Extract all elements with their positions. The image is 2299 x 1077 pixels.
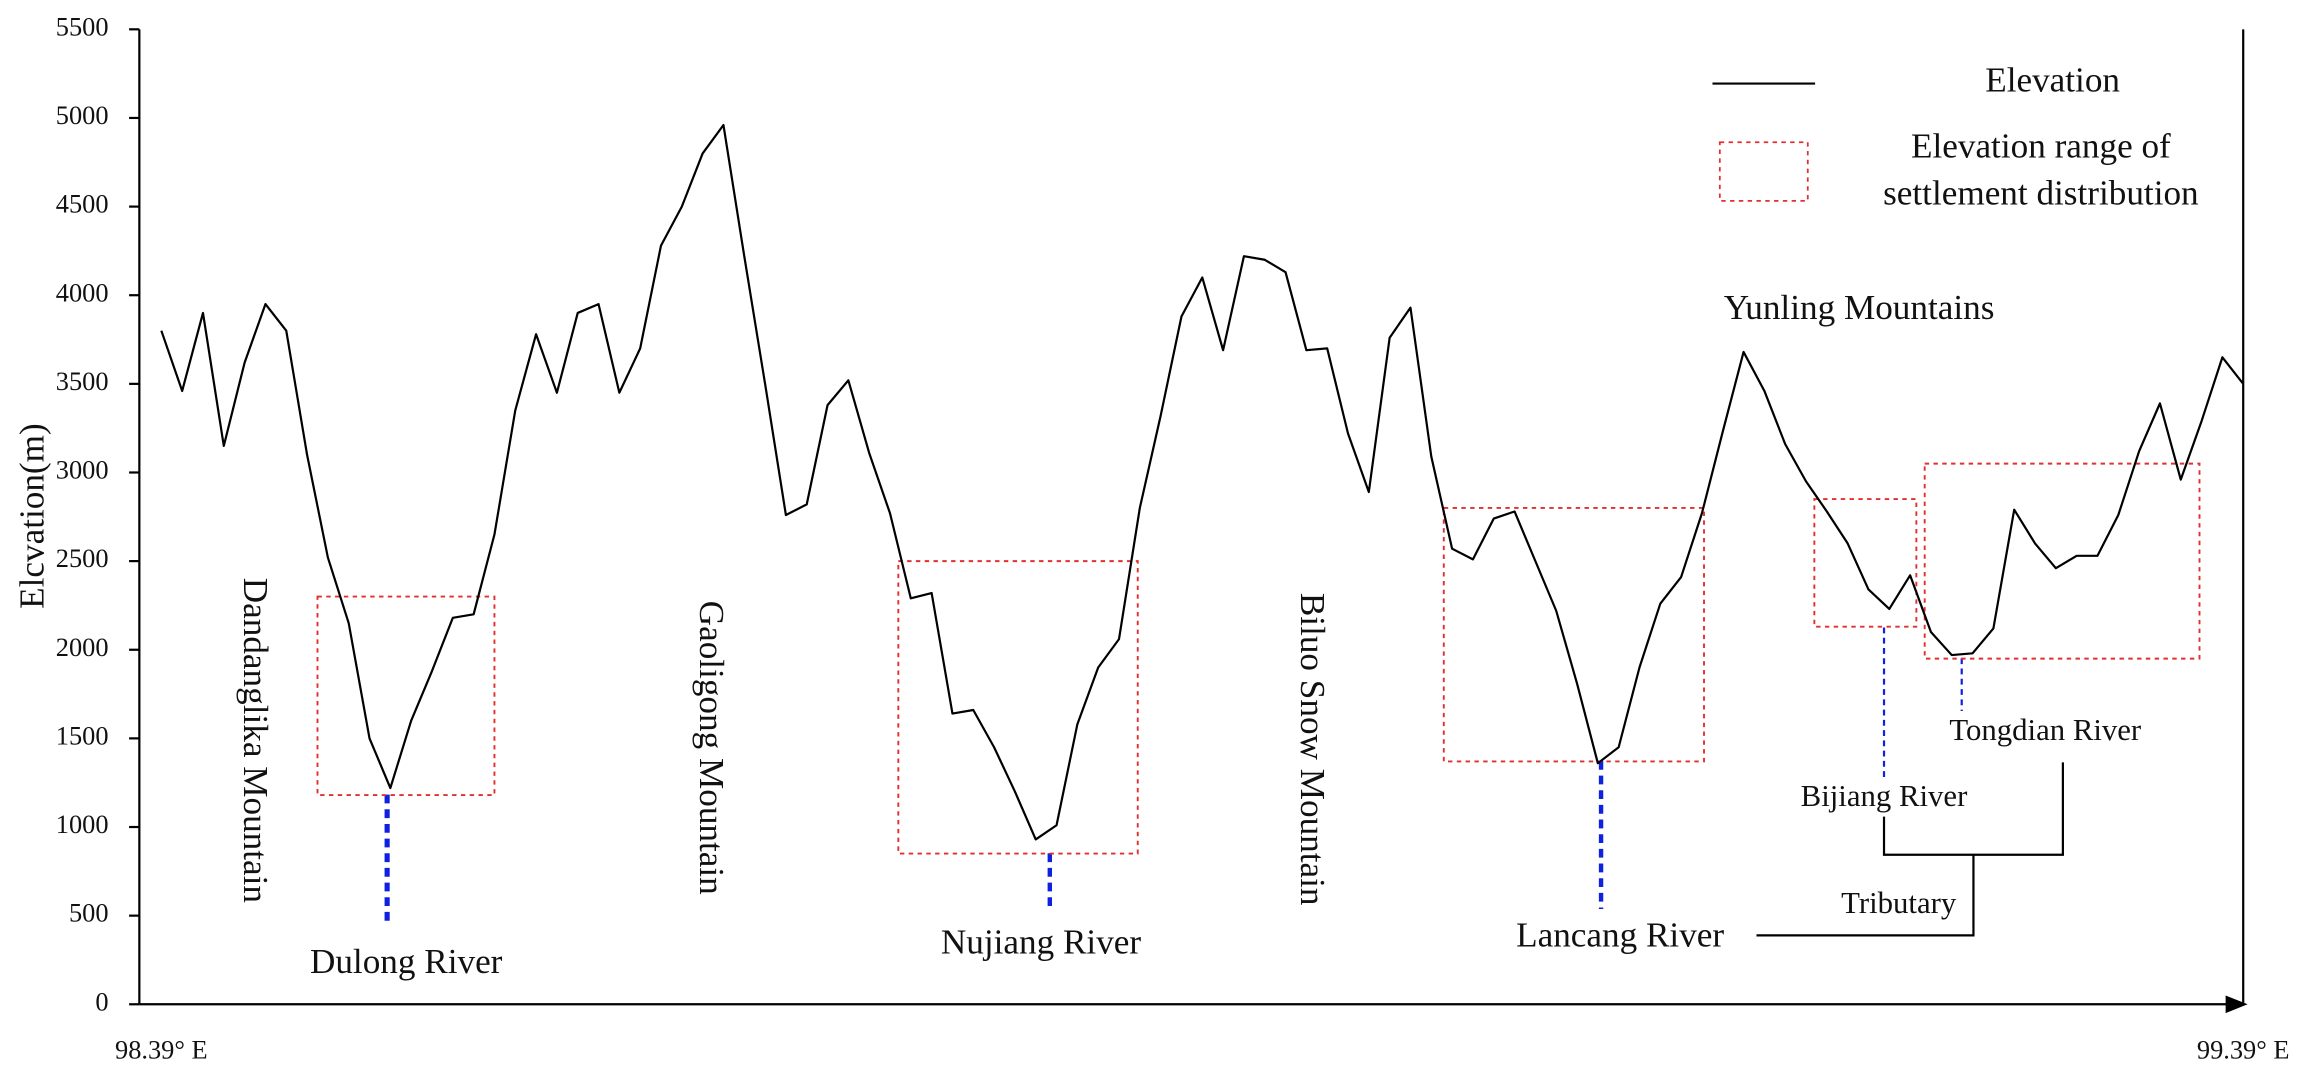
river-label: Nujiang River <box>941 923 1142 962</box>
y-tick-label: 2000 <box>56 632 109 662</box>
y-tick-label: 3500 <box>56 366 109 396</box>
y-tick-label: 4500 <box>56 189 109 219</box>
x-axis-arrow <box>2225 995 2248 1014</box>
legend-box <box>1718 141 1809 202</box>
legend-label: settlement distribution <box>1883 174 2199 213</box>
y-tick-label: 1000 <box>56 809 109 839</box>
legend-label: Elevation range of <box>1911 127 2171 166</box>
y-tick-label: 1500 <box>56 720 109 750</box>
settlement-range <box>897 560 1139 855</box>
settlement-range <box>1813 498 1918 628</box>
river-label: Tongdian River <box>1949 713 2141 747</box>
elevation-line <box>160 123 2245 841</box>
river-label: Bijiang River <box>1801 779 1968 813</box>
mountain-label: Dandanglika Mountain <box>236 578 275 904</box>
y-tick-label: 3000 <box>56 455 109 485</box>
river-label: Dulong River <box>310 942 503 981</box>
legend: Elevation Elevation range of settlement … <box>1712 61 2199 213</box>
y-tick-label: 5000 <box>56 100 109 130</box>
y-tick-label: 2500 <box>56 543 109 573</box>
settlement-range <box>1442 506 1705 763</box>
settlement-range <box>1923 462 2201 660</box>
mountain-label: Biluo Snow Mountain <box>1293 593 1332 906</box>
tributary-label: Tributary <box>1841 886 1957 920</box>
mountain-label: Gaoligong Mountain <box>692 601 731 895</box>
y-tick-label: 5500 <box>56 11 109 41</box>
x-tick-label: 99.39° E <box>2197 1035 2290 1065</box>
mountain-label: Yunling Mountains <box>1724 288 1995 327</box>
bracket <box>1756 854 1975 937</box>
legend-label: Elevation <box>1985 61 2120 100</box>
y-tick-label: 4000 <box>56 277 109 307</box>
x-tick-label: 98.39° E <box>115 1035 208 1065</box>
y-axis-label: Elcvation(m) <box>12 423 51 609</box>
settlement-range <box>316 595 496 797</box>
y-tick-label: 0 <box>95 986 108 1016</box>
annotations <box>384 627 2064 937</box>
y-tick-label: 500 <box>69 898 109 928</box>
river-label: Lancang River <box>1516 915 1724 954</box>
